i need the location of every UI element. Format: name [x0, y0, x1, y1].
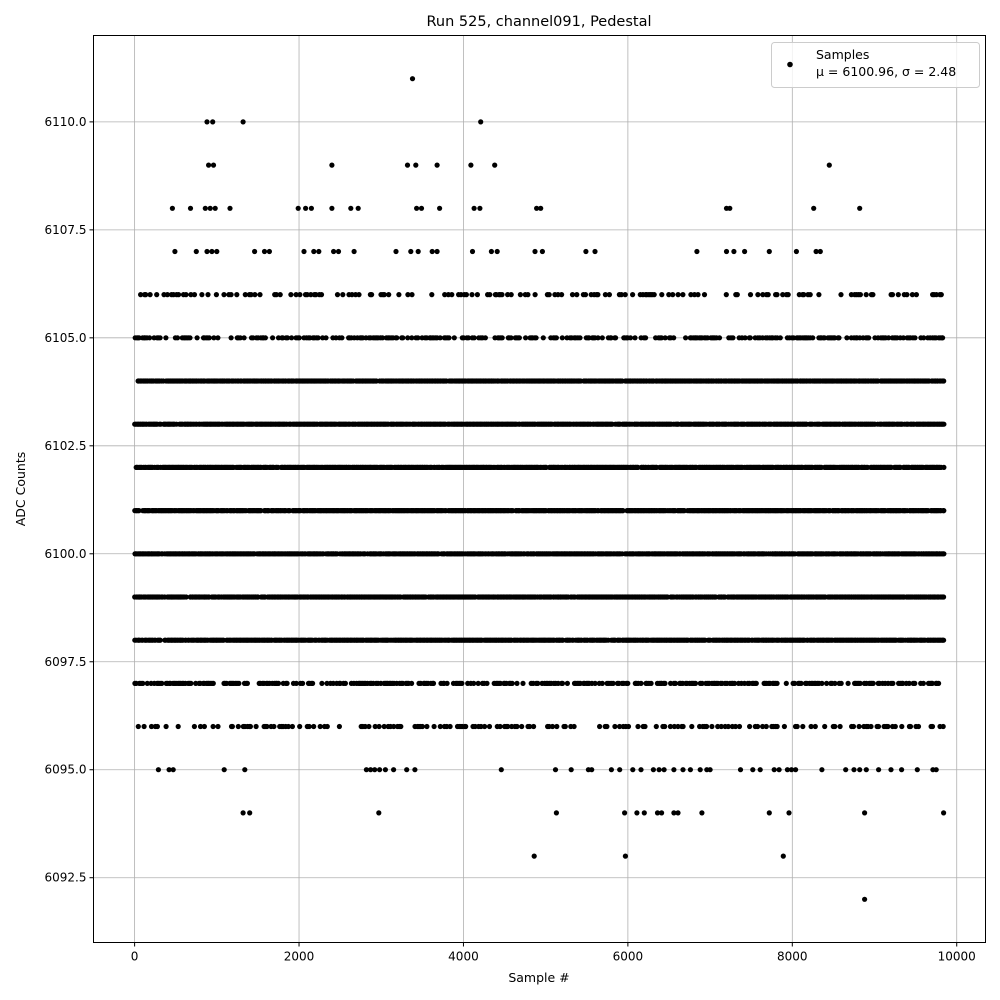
data-point [136, 508, 142, 514]
data-points [132, 76, 947, 902]
data-point [157, 637, 163, 643]
data-point [941, 508, 947, 514]
data-point [620, 508, 626, 514]
data-point [941, 594, 947, 600]
data-point [941, 551, 947, 557]
data-point [941, 637, 947, 643]
data-point [183, 594, 189, 600]
data-point [941, 421, 947, 427]
data-point [941, 464, 947, 470]
